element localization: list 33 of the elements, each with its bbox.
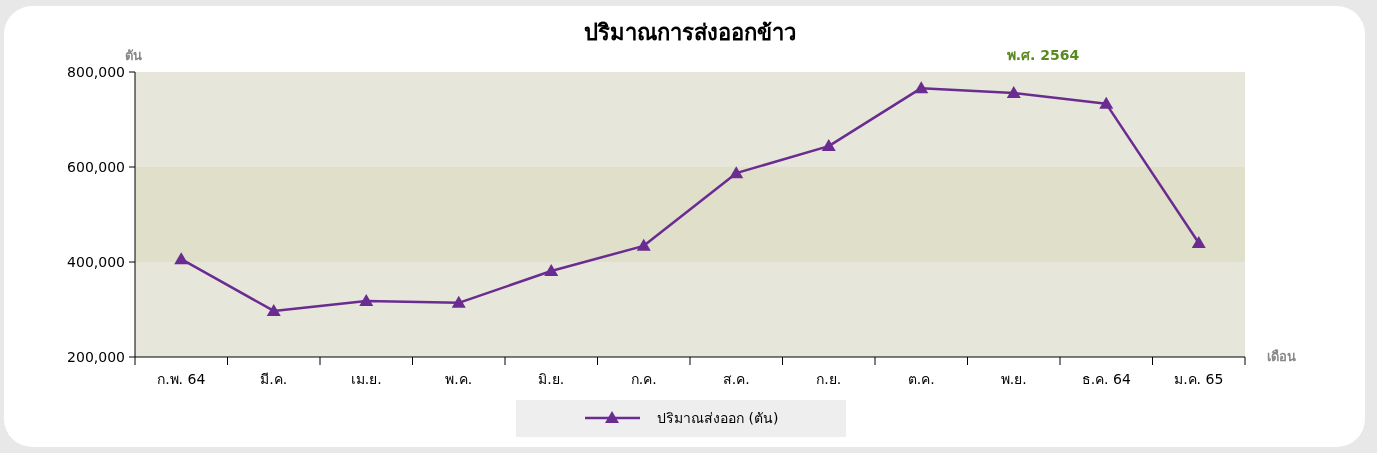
point <box>821 139 836 152</box>
x-tick-label: เม.ย. <box>350 371 382 387</box>
x-tick-label: มิ.ย. <box>538 371 565 387</box>
y-tick-label: 400,000 <box>67 254 125 270</box>
point <box>1191 236 1206 248</box>
point <box>359 293 374 306</box>
point <box>451 295 466 308</box>
point <box>914 81 929 94</box>
legend-label: ปริมาณส่งออก (ตัน) <box>657 410 779 426</box>
x-tick-label: ธ.ค. 64 <box>1081 371 1131 387</box>
x-tick-label: ก.ค. <box>630 371 657 387</box>
point <box>636 238 651 251</box>
x-tick-label: ก.ย. <box>816 371 842 387</box>
x-tick-label: ต.ค. <box>907 371 935 387</box>
point <box>1099 96 1114 109</box>
x-tick-label: พ.ย. <box>1000 371 1027 387</box>
x-tick-label: มี.ค. <box>260 371 288 387</box>
y-tick-label: 800,000 <box>67 64 125 80</box>
point <box>1006 85 1021 98</box>
point <box>266 303 281 316</box>
chart-title: ปริมาณการส่งออกข้าว <box>584 20 796 45</box>
y-tick-label: 600,000 <box>67 159 125 175</box>
y-axis-title: ตัน <box>125 48 142 63</box>
point <box>174 252 189 265</box>
y-tick-label: 200,000 <box>67 349 125 365</box>
x-tick-label: ก.พ. 64 <box>157 371 206 387</box>
text: พ.ศ. 2564 <box>1006 47 1080 63</box>
x-tick-label: ส.ค. <box>722 371 750 387</box>
x-tick-label: ม.ค. 65 <box>1174 371 1224 387</box>
point <box>729 166 744 179</box>
x-tick-label: พ.ค. <box>445 371 473 387</box>
point <box>544 264 559 277</box>
x-axis-title: เดือน <box>1267 349 1296 364</box>
